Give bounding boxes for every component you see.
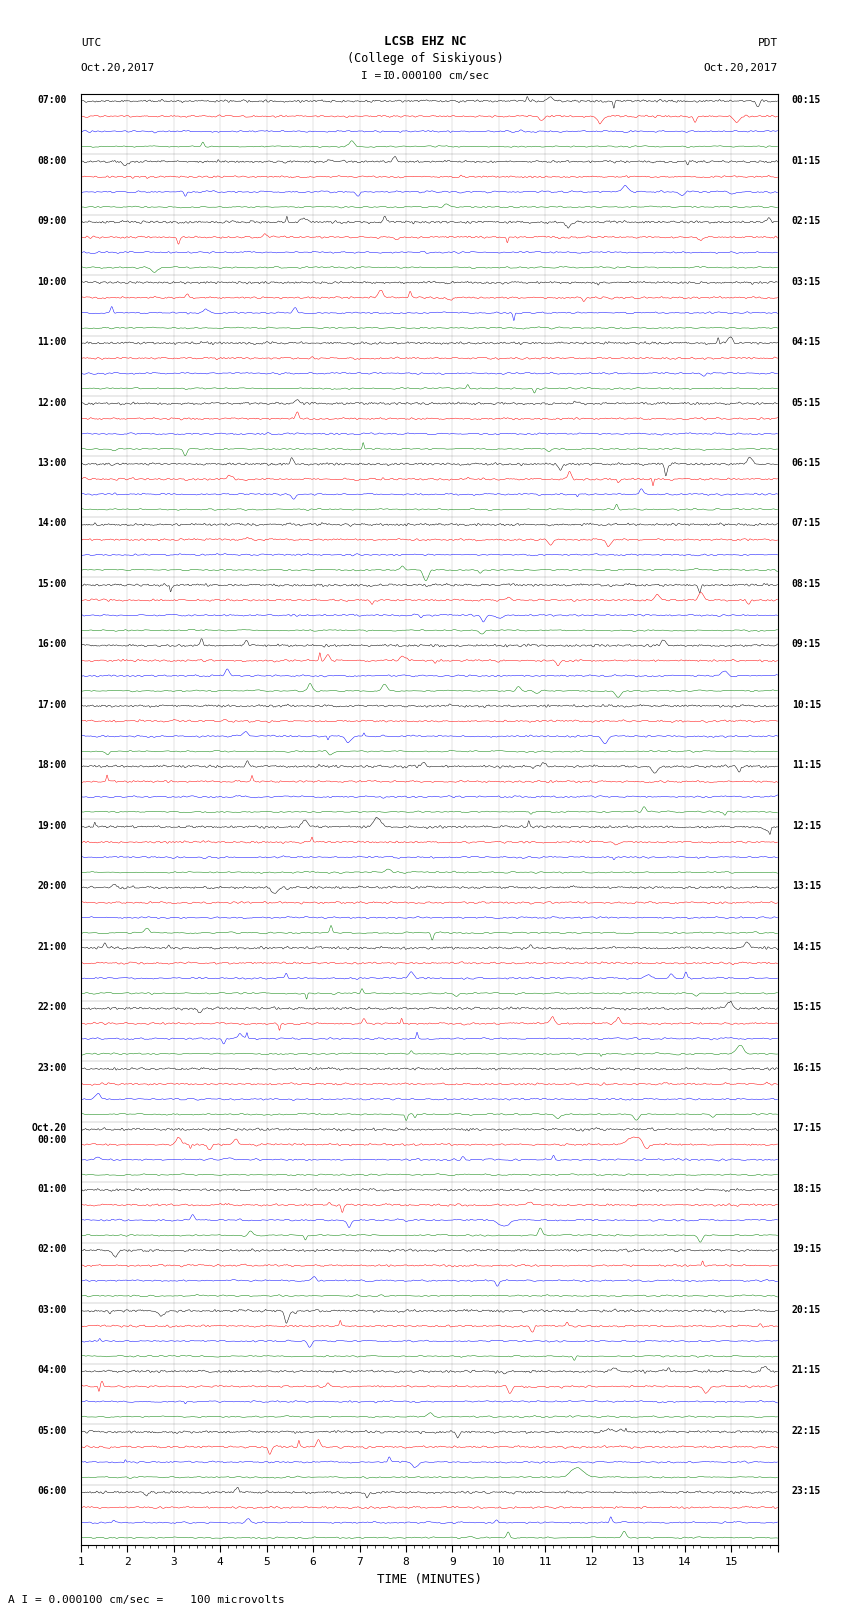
Text: 23:15: 23:15 <box>791 1486 821 1497</box>
Text: 16:15: 16:15 <box>791 1063 821 1073</box>
Text: 17:00: 17:00 <box>37 700 67 710</box>
Text: 13:00: 13:00 <box>37 458 67 468</box>
Text: 20:15: 20:15 <box>791 1305 821 1315</box>
Text: I = 0.000100 cm/sec: I = 0.000100 cm/sec <box>361 71 489 81</box>
Text: Oct.20,2017: Oct.20,2017 <box>704 63 778 73</box>
Text: Oct.20
00:00: Oct.20 00:00 <box>31 1123 67 1145</box>
Text: I: I <box>383 71 390 81</box>
Text: 01:00: 01:00 <box>37 1184 67 1194</box>
Text: 06:15: 06:15 <box>791 458 821 468</box>
Text: 05:15: 05:15 <box>791 397 821 408</box>
Text: 10:00: 10:00 <box>37 276 67 287</box>
Text: 09:00: 09:00 <box>37 216 67 226</box>
Text: 07:00: 07:00 <box>37 95 67 105</box>
Text: 07:15: 07:15 <box>791 518 821 529</box>
Text: 08:15: 08:15 <box>791 579 821 589</box>
Text: 19:15: 19:15 <box>791 1244 821 1255</box>
Text: 18:15: 18:15 <box>791 1184 821 1194</box>
Text: 16:00: 16:00 <box>37 639 67 650</box>
Text: 02:15: 02:15 <box>791 216 821 226</box>
Text: 17:15: 17:15 <box>791 1123 821 1134</box>
Text: 12:15: 12:15 <box>791 821 821 831</box>
Text: (College of Siskiyous): (College of Siskiyous) <box>347 52 503 65</box>
Text: 15:15: 15:15 <box>791 1002 821 1013</box>
Text: 03:15: 03:15 <box>791 276 821 287</box>
X-axis label: TIME (MINUTES): TIME (MINUTES) <box>377 1573 482 1586</box>
Text: 20:00: 20:00 <box>37 881 67 892</box>
Text: LCSB EHZ NC: LCSB EHZ NC <box>383 35 467 48</box>
Text: 14:15: 14:15 <box>791 942 821 952</box>
Text: 01:15: 01:15 <box>791 155 821 166</box>
Text: 14:00: 14:00 <box>37 518 67 529</box>
Text: 05:00: 05:00 <box>37 1426 67 1436</box>
Text: A I = 0.000100 cm/sec =    100 microvolts: A I = 0.000100 cm/sec = 100 microvolts <box>8 1595 286 1605</box>
Text: 10:15: 10:15 <box>791 700 821 710</box>
Text: 12:00: 12:00 <box>37 397 67 408</box>
Text: 03:00: 03:00 <box>37 1305 67 1315</box>
Text: 11:15: 11:15 <box>791 760 821 771</box>
Text: 21:15: 21:15 <box>791 1365 821 1376</box>
Text: 04:00: 04:00 <box>37 1365 67 1376</box>
Text: 09:15: 09:15 <box>791 639 821 650</box>
Text: UTC: UTC <box>81 39 101 48</box>
Text: 19:00: 19:00 <box>37 821 67 831</box>
Text: 06:00: 06:00 <box>37 1486 67 1497</box>
Text: 00:15: 00:15 <box>791 95 821 105</box>
Text: 11:00: 11:00 <box>37 337 67 347</box>
Text: 22:15: 22:15 <box>791 1426 821 1436</box>
Text: 21:00: 21:00 <box>37 942 67 952</box>
Text: 13:15: 13:15 <box>791 881 821 892</box>
Text: 18:00: 18:00 <box>37 760 67 771</box>
Text: 22:00: 22:00 <box>37 1002 67 1013</box>
Text: 04:15: 04:15 <box>791 337 821 347</box>
Text: Oct.20,2017: Oct.20,2017 <box>81 63 155 73</box>
Text: 15:00: 15:00 <box>37 579 67 589</box>
Text: 02:00: 02:00 <box>37 1244 67 1255</box>
Text: 23:00: 23:00 <box>37 1063 67 1073</box>
Text: PDT: PDT <box>757 39 778 48</box>
Text: 08:00: 08:00 <box>37 155 67 166</box>
